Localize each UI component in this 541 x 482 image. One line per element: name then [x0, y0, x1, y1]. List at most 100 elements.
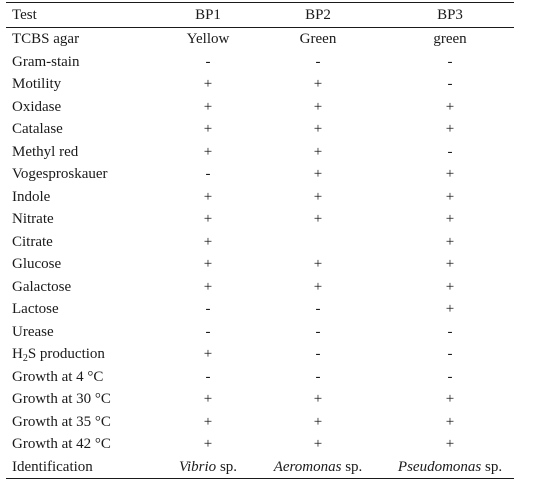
row-bp3-value: -	[447, 368, 453, 385]
row-bp3-value: -	[447, 53, 453, 70]
row-bp1-value: +	[203, 98, 213, 115]
table-header-row: Test BP1 BP2 BP3	[6, 3, 514, 27]
results-table: Test BP1 BP2 BP3 TCBS agar Yellow Green …	[6, 2, 514, 479]
row-test-name: Catalase	[12, 121, 63, 137]
row-bp3-value: +	[445, 391, 455, 407]
row-bp2-value: -	[315, 301, 321, 317]
row-bp3-value: +	[445, 211, 455, 227]
table-row: Gram-stain - - -	[6, 51, 514, 74]
row-test-name: Glucose	[12, 256, 62, 272]
row-bp2-value: +	[313, 121, 323, 137]
table-row: Growth at 35 °C + + +	[6, 411, 514, 434]
header-test: Test	[12, 7, 37, 23]
row-test-name: Growth at 30 °C	[12, 391, 111, 407]
row-bp2-value: +	[313, 413, 323, 430]
bp2-genus: Aeromonas	[273, 458, 342, 475]
row-bp3-value: +	[445, 278, 455, 295]
h2s-suffix: S production	[27, 346, 105, 362]
table-row: Growth at 4 °C - - -	[6, 366, 514, 389]
row-bp1-value: +	[203, 76, 213, 92]
row-bp1-value: +	[203, 256, 213, 272]
row-bp2-value: Green	[299, 31, 337, 47]
row-bp1-value: +	[203, 121, 213, 137]
bp3-species-abbrev: sp.	[481, 458, 503, 475]
row-bp2-value: -	[315, 368, 321, 385]
table-row: Urease - - -	[6, 321, 514, 344]
row-bp3-value: -	[447, 323, 453, 340]
row-bp3-value: +	[445, 166, 455, 182]
row-bp3-value: +	[445, 256, 455, 272]
row-bp2-value: +	[313, 278, 323, 295]
table-row: Growth at 30 °C + + +	[6, 388, 514, 411]
bp1-genus: Vibrio	[178, 458, 217, 475]
row-bp1-value: +	[203, 233, 213, 250]
table-header-rule	[6, 27, 514, 28]
row-bp3-value: +	[445, 98, 455, 115]
header-bp3: BP3	[437, 7, 463, 23]
row-bp1-value: -	[205, 323, 211, 340]
row-bp2-value: +	[313, 76, 323, 92]
table-row: Indole + + +	[6, 186, 514, 209]
bp3-genus: Pseudomonas	[397, 458, 482, 475]
row-bp2-value: -	[315, 53, 321, 70]
table-row: Growth at 42 °C + + +	[6, 433, 514, 456]
table-row: H2S production + - -	[6, 343, 514, 366]
row-bp2-value: +	[313, 98, 323, 115]
header-bp2: BP2	[305, 7, 331, 23]
bp3-identification: Pseudomonas sp.	[390, 456, 510, 479]
row-bp1-value: +	[203, 346, 213, 362]
bp1-species-abbrev: sp.	[216, 458, 238, 475]
row-bp2-value: +	[313, 188, 323, 205]
row-test-name: Lactose	[12, 301, 59, 317]
row-bp3-value: +	[445, 188, 455, 205]
h2s-subscript: 2	[22, 353, 28, 364]
row-test-name: Urease	[12, 323, 54, 340]
table-row: Methyl red + + -	[6, 141, 514, 164]
row-test-name: Growth at 4 °C	[12, 368, 104, 385]
row-bp3-value: green	[433, 31, 467, 47]
table-bottom-rule	[6, 478, 514, 479]
table-row: Citrate + +	[6, 231, 514, 254]
table-row: Nitrate + + +	[6, 208, 514, 231]
table-row: Catalase + + +	[6, 118, 514, 141]
bp2-identification: Aeromonas sp.	[268, 456, 368, 479]
row-bp2-value: +	[313, 391, 323, 407]
row-test-name: Motility	[12, 76, 62, 92]
bp1-identification: Vibrio sp.	[163, 456, 253, 479]
row-bp1-value: +	[203, 143, 213, 160]
row-bp1-value: +	[203, 436, 213, 452]
row-bp1-value: +	[203, 413, 213, 430]
bp2-species-abbrev: sp.	[341, 458, 363, 475]
identification-label: Identification	[12, 458, 93, 475]
row-bp2-value: +	[313, 211, 323, 227]
row-test-name: Vogesproskauer	[12, 166, 108, 182]
table-row: Galactose + + +	[6, 276, 514, 299]
header-bp1: BP1	[195, 7, 221, 23]
row-test-name: H2S production	[12, 343, 105, 371]
row-bp2-value: +	[313, 256, 323, 272]
row-bp3-value: -	[447, 346, 453, 362]
row-bp1-value: -	[205, 166, 211, 182]
row-test-name: TCBS agar	[12, 31, 80, 47]
row-bp1-value: Yellow	[186, 31, 230, 47]
row-bp1-value: -	[205, 53, 211, 70]
row-bp2-value: -	[315, 323, 321, 340]
row-test-name: Nitrate	[12, 211, 54, 227]
identification-row: Identification Vibrio sp. Aeromonas sp. …	[6, 456, 514, 479]
table-row: Motility + + -	[6, 73, 514, 96]
row-test-name: Citrate	[12, 233, 53, 250]
row-test-name: Galactose	[12, 278, 72, 295]
row-bp1-value: -	[205, 301, 211, 317]
row-bp1-value: +	[203, 391, 213, 407]
row-test-name: Methyl red	[12, 143, 79, 160]
h2s-prefix: H	[12, 346, 23, 362]
row-bp3-value: +	[445, 121, 455, 137]
row-bp2-value: +	[313, 166, 323, 182]
row-bp3-value: +	[445, 413, 455, 430]
table-row: TCBS agar Yellow Green green	[6, 28, 514, 51]
row-bp3-value: +	[445, 233, 455, 250]
row-test-name: Growth at 42 °C	[12, 436, 111, 452]
table-row: Lactose - - +	[6, 298, 514, 321]
row-bp3-value: +	[445, 301, 455, 317]
row-test-name: Growth at 35 °C	[12, 413, 111, 430]
